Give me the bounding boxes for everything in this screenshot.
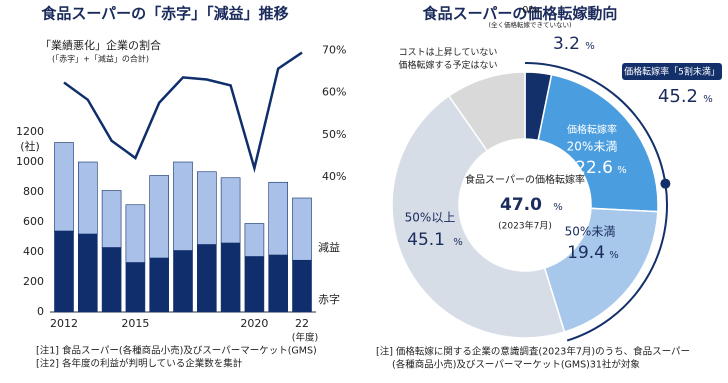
label-line: コストは上昇していない bbox=[399, 47, 498, 58]
bar bbox=[125, 204, 146, 263]
bar bbox=[78, 161, 98, 235]
x-tick-label: 2020 bbox=[240, 317, 268, 330]
label-line: 価格転嫁する予定はない bbox=[398, 59, 497, 71]
bar bbox=[78, 233, 98, 313]
note: [注] 価格転嫁に関する企業の意識調査(2023年7月)のうち、食品スーパー bbox=[376, 346, 690, 358]
y-tick-label: 800 bbox=[23, 185, 44, 198]
bar bbox=[292, 197, 312, 261]
segment-note: (全く価格転嫁できていない) bbox=[488, 20, 571, 29]
x-tick-label: 2015 bbox=[121, 317, 149, 330]
value-label: 22.6 bbox=[575, 158, 613, 178]
chart-title: 食品スーパーの価格転嫁動向 bbox=[423, 5, 618, 23]
pie-slice bbox=[543, 207, 659, 333]
note: [注2] 各年度の利益が判明している企業数を集計 bbox=[36, 358, 243, 370]
chart-title: 食品スーパーの「赤字」「減益」推移 bbox=[41, 5, 288, 23]
bar bbox=[292, 259, 312, 313]
segment-note: 価格転嫁率 bbox=[567, 123, 617, 136]
y-unit: (社) bbox=[20, 139, 40, 153]
y-tick-label: 0 bbox=[37, 305, 44, 318]
pie-slice bbox=[391, 94, 566, 339]
bar bbox=[173, 161, 193, 251]
callout-dot bbox=[660, 178, 671, 189]
segment-label: コストは上昇していない価格転嫁する予定はない bbox=[398, 47, 497, 71]
value-label: 45.1 bbox=[407, 230, 445, 250]
note: (各種商品小売)及びスーパーマーケット(GMS)31社が対象 bbox=[392, 359, 640, 371]
note: [注1] 食品スーパー(各種商品小売)及びスーパーマーケット(GMS) bbox=[36, 345, 317, 357]
bar bbox=[268, 254, 289, 313]
bar bbox=[197, 244, 217, 313]
bar bbox=[101, 190, 122, 248]
callout-value: 45.2 bbox=[658, 86, 698, 107]
center-note: (2023年7月) bbox=[498, 220, 552, 232]
pie-slice bbox=[537, 73, 659, 213]
bar bbox=[149, 175, 169, 259]
bar bbox=[220, 242, 241, 313]
y2-tick-label: 50% bbox=[322, 128, 346, 141]
segment-label: 20%未満 bbox=[567, 140, 618, 154]
unit: % bbox=[453, 237, 463, 248]
bar bbox=[220, 177, 241, 244]
unit: % bbox=[585, 41, 595, 52]
center-value: 47.0 bbox=[500, 195, 542, 215]
bar bbox=[244, 223, 265, 257]
y2-tick-label: 70% bbox=[322, 43, 346, 56]
unit: % bbox=[617, 165, 627, 176]
bar bbox=[149, 257, 169, 313]
segment-label: 50%未満 bbox=[565, 225, 616, 239]
bar bbox=[101, 247, 122, 313]
y-tick-label: 400 bbox=[23, 245, 44, 258]
legend-label: 減益 bbox=[318, 240, 340, 254]
segment-label: 50%以上 bbox=[405, 211, 456, 225]
line bbox=[63, 51, 303, 174]
value-label: 19.4 bbox=[567, 243, 605, 263]
y2-tick-label: 40% bbox=[322, 170, 346, 183]
bar bbox=[268, 181, 289, 256]
line-subtitle: (「赤字」+「減益」の合計) bbox=[52, 54, 149, 64]
x-tick-label: 22 bbox=[295, 317, 309, 330]
bar bbox=[173, 250, 193, 313]
x-unit: (年度) bbox=[292, 332, 318, 344]
callout-box bbox=[622, 63, 722, 80]
bar bbox=[54, 230, 74, 313]
segment-label: 0% bbox=[522, 5, 538, 16]
y2-tick-label: 60% bbox=[322, 86, 346, 99]
bar bbox=[197, 171, 217, 245]
center-title: 食品スーパーの価格転嫁率 bbox=[465, 173, 585, 186]
unit: % bbox=[609, 250, 619, 261]
bar bbox=[125, 262, 146, 313]
bar bbox=[244, 256, 265, 313]
y-tick-label: 200 bbox=[23, 275, 44, 288]
unit: % bbox=[703, 94, 713, 105]
line-title: 「業績悪化」企業の割合 bbox=[40, 38, 161, 52]
y-tick-label: 1200 bbox=[16, 125, 44, 138]
value-label: 3.2 bbox=[553, 34, 580, 54]
legend-label: 赤字 bbox=[318, 292, 340, 306]
pie-slice bbox=[447, 71, 526, 152]
bar bbox=[54, 142, 74, 232]
callout-label: 価格転嫁率「5割未満」 bbox=[624, 66, 720, 78]
x-tick-label: 2012 bbox=[50, 317, 78, 330]
y-tick-label: 1000 bbox=[16, 155, 44, 168]
unit: % bbox=[553, 202, 563, 213]
y-tick-label: 600 bbox=[23, 215, 44, 228]
